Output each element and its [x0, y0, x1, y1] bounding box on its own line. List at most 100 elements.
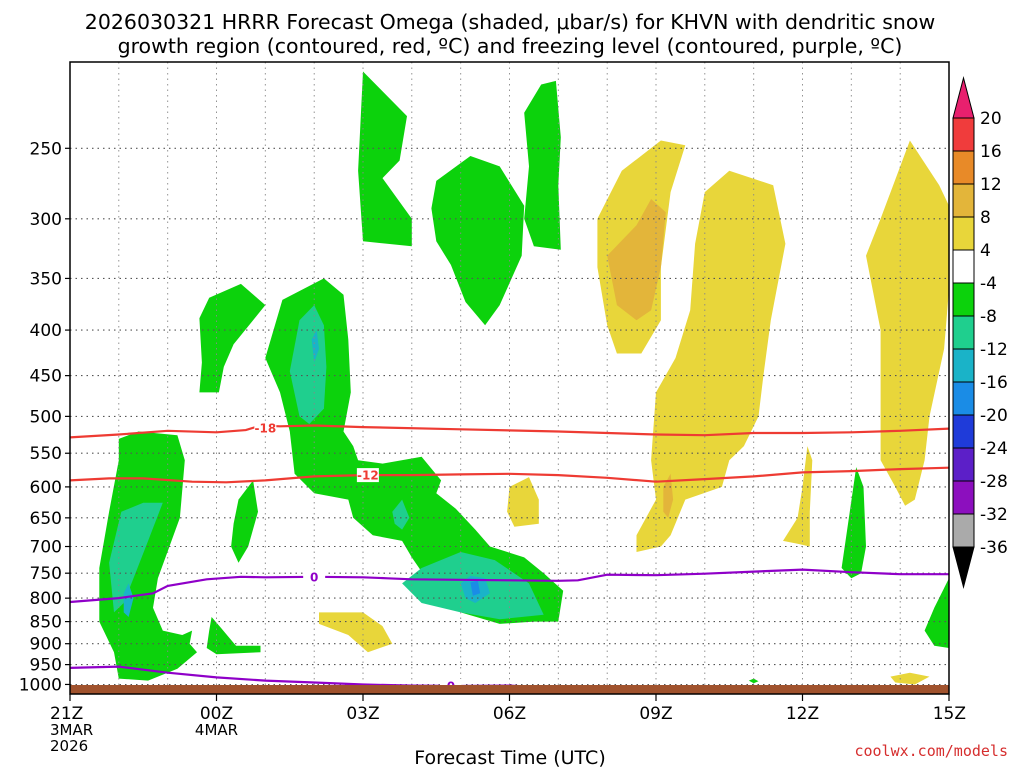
- contour-label-bg-1: [356, 468, 379, 483]
- colorbar-label-1: 16: [980, 142, 1002, 162]
- colorbar-arrow-top: [952, 76, 975, 119]
- contour-line-0: [69, 424, 950, 439]
- y-tick-label-750: 750: [30, 564, 62, 584]
- y-tick-label-650: 650: [30, 509, 62, 529]
- omega-region-3: [199, 283, 266, 393]
- y-tick-label-300: 300: [30, 210, 62, 230]
- grid-layer: [69, 62, 950, 694]
- colorbar-segment-13: [952, 513, 975, 548]
- colorbar-label-12: -32: [980, 505, 1008, 525]
- contour-line-2: [69, 568, 949, 604]
- contour-label-1: -12: [357, 469, 379, 483]
- colorbar-segment-10: [952, 414, 975, 449]
- colorbar-label-9: -20: [980, 406, 1008, 426]
- omega-region-18: [470, 580, 481, 596]
- colorbar-segment-11: [952, 447, 975, 482]
- omega-region-2: [524, 80, 561, 250]
- colorbar: 20 16 12 8 4 -4 -8 -12 -16 -20 -24 -28 -32 -36: [952, 76, 1008, 589]
- y-tick-label-950: 950: [30, 656, 62, 676]
- omega-region-27: [663, 473, 674, 518]
- contour-label-bg-0: [254, 420, 277, 435]
- omega-region-24: [319, 612, 393, 653]
- omega-region-26: [607, 199, 666, 321]
- x-tick-label-3-line-2: 4MAR: [195, 721, 238, 739]
- colorbar-label-13: -36: [980, 538, 1008, 558]
- credit-text: coolwx.com/models: [854, 742, 1008, 760]
- colorbar-label-2: 12: [980, 175, 1002, 195]
- x-tick-label-15-line-1: 12Z: [786, 704, 819, 724]
- x-tick-label-0-line-2: 3MAR: [50, 721, 93, 739]
- y-tick-label-850: 850: [30, 613, 62, 633]
- omega-region-11: [289, 305, 327, 424]
- colorbar-segment-6: [952, 282, 975, 317]
- chart-title-line-2: growth region (contoured, red, ºC) and f…: [118, 34, 903, 58]
- colorbar-label-10: -24: [980, 439, 1008, 459]
- omega-region-7: [231, 480, 258, 563]
- plot-area: -18-1200: [69, 61, 950, 695]
- y-tick-label-450: 450: [30, 367, 62, 387]
- y-tick-label-800: 800: [30, 589, 62, 609]
- x-axis-title: Forecast Time (UTC): [414, 747, 605, 768]
- omega-region-1: [431, 156, 525, 326]
- y-tick-label-350: 350: [30, 269, 62, 289]
- colorbar-segment-5: [952, 249, 975, 284]
- colorbar-label-7: -12: [980, 340, 1008, 360]
- y-tick-label-400: 400: [30, 321, 62, 341]
- colorbar-segment-4: [952, 216, 975, 251]
- y-tick-label-600: 600: [30, 478, 62, 498]
- omega-region-6: [206, 617, 261, 655]
- omega-shading-layer: [99, 71, 949, 685]
- y-tick-label-1000: 1000: [19, 676, 62, 696]
- y-tick-label-550: 550: [30, 444, 62, 464]
- y-tick-label-900: 900: [30, 635, 62, 655]
- x-tick-label-3-line-1: 00Z: [200, 704, 233, 724]
- colorbar-label-5: -4: [980, 274, 997, 294]
- y-axis: 2503003504004505005506006507007508008509…: [19, 139, 70, 696]
- y-tick-label-500: 500: [30, 407, 62, 427]
- omega-region-25: [890, 672, 930, 685]
- colorbar-segment-12: [952, 480, 975, 515]
- x-tick-label-6-line-1: 03Z: [346, 704, 379, 724]
- omega-region-17: [123, 583, 134, 617]
- colorbar-segment-7: [952, 315, 975, 350]
- colorbar-label-3: 8: [980, 208, 991, 228]
- omega-region-20: [636, 170, 786, 553]
- omega-region-14: [392, 499, 410, 530]
- omega-region-4: [265, 278, 564, 624]
- colorbar-arrow-bottom: [952, 546, 975, 589]
- colorbar-segment-9: [952, 381, 975, 416]
- omega-region-21: [866, 140, 949, 506]
- colorbar-label-8: -16: [980, 373, 1008, 393]
- colorbar-label-6: -8: [980, 307, 997, 327]
- omega-region-0: [358, 71, 412, 247]
- contour-label-0: -18: [254, 421, 276, 435]
- y-tick-label-700: 700: [30, 538, 62, 558]
- y-tick-label-250: 250: [30, 139, 62, 159]
- contour-label-2: 0: [310, 570, 318, 584]
- omega-region-22: [783, 446, 813, 547]
- colorbar-segment-1: [952, 117, 975, 152]
- chart-title-line-1: 2026030321 HRRR Forecast Omega (shaded, …: [85, 10, 935, 34]
- ground-strip: [70, 685, 949, 694]
- x-tick-label-9-line-1: 06Z: [493, 704, 526, 724]
- colorbar-segment-2: [952, 150, 975, 185]
- colorbar-label-4: 4: [980, 241, 991, 261]
- omega-region-9: [924, 578, 949, 648]
- omega-region-16: [311, 330, 319, 363]
- x-tick-label-0-line-3: 2026: [50, 737, 88, 755]
- x-tick-label-12-line-1: 09Z: [639, 704, 672, 724]
- contour-label-bg-2: [303, 569, 326, 584]
- colorbar-label-0: 20: [980, 109, 1002, 129]
- x-tick-label-18-line-1: 15Z: [933, 704, 966, 724]
- colorbar-segment-8: [952, 348, 975, 383]
- colorbar-label-11: -28: [980, 472, 1008, 492]
- omega-region-10: [748, 678, 759, 684]
- omega-region-8: [841, 467, 866, 579]
- omega-region-5: [99, 431, 197, 681]
- colorbar-segment-3: [952, 183, 975, 218]
- x-tick-label-0-line-1: 21Z: [50, 704, 83, 724]
- contour-line-1: [69, 466, 950, 484]
- omega-region-23: [507, 477, 539, 527]
